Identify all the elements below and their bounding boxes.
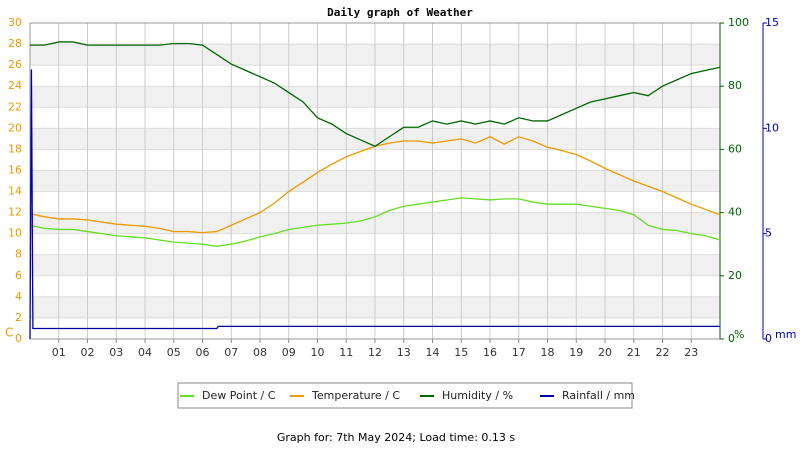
x-tick-label: 20 <box>598 346 612 359</box>
x-tick-label: 19 <box>569 346 583 359</box>
y3-tick-label: 10 <box>765 121 779 134</box>
y-tick-label: 14 <box>8 185 22 198</box>
y2-tick-label: 20 <box>728 269 742 282</box>
x-tick-label: 08 <box>253 346 267 359</box>
x-tick-label: 02 <box>81 346 95 359</box>
x-tick-label: 22 <box>656 346 670 359</box>
y-tick-label: 8 <box>15 248 22 261</box>
y2-axis-label: % <box>734 328 744 341</box>
y-tick-label: 24 <box>8 79 22 92</box>
x-tick-label: 11 <box>339 346 353 359</box>
y-tick-label: 10 <box>8 227 22 240</box>
y2-tick-label: 80 <box>728 79 742 92</box>
series-line <box>30 41 721 147</box>
y-tick-label: 18 <box>8 142 22 155</box>
x-tick-label: 05 <box>167 346 181 359</box>
x-tick-label: 14 <box>426 346 440 359</box>
series-line <box>29 69 720 340</box>
legend-label: Temperature / C <box>311 389 400 402</box>
x-tick-label: 04 <box>138 346 152 359</box>
legend-label: Humidity / % <box>442 389 513 402</box>
y2-tick-label: 0 <box>728 332 735 345</box>
y-tick-label: 2 <box>15 311 22 324</box>
legend-label: Dew Point / C <box>202 389 276 402</box>
x-tick-label: 03 <box>109 346 123 359</box>
y3-tick-label: 15 <box>765 16 779 29</box>
x-tick-label: 17 <box>512 346 526 359</box>
y-tick-label: 28 <box>8 37 22 50</box>
y3-tick-label: 5 <box>765 227 772 240</box>
y-tick-label: 0 <box>15 332 22 345</box>
y2-tick-label: 60 <box>728 142 742 155</box>
legend-label: Rainfall / mm <box>562 389 635 402</box>
x-tick-label: 23 <box>684 346 698 359</box>
legend-box <box>177 382 633 409</box>
x-tick-label: 16 <box>483 346 497 359</box>
y-tick-label: 16 <box>8 163 22 176</box>
y3-tick-label: 0 <box>765 332 772 345</box>
y2-tick-label: 100 <box>728 16 749 29</box>
y-tick-label: 26 <box>8 58 22 71</box>
y-tick-label: 4 <box>15 290 22 303</box>
y-tick-label: 12 <box>8 206 22 219</box>
x-tick-label: 06 <box>196 346 210 359</box>
y-tick-label: 22 <box>8 100 22 113</box>
y-tick-label: 30 <box>8 16 22 29</box>
series-line <box>29 197 721 247</box>
y-axis-label: C <box>5 326 13 340</box>
y-tick-label: 20 <box>8 121 22 134</box>
x-tick-label: 07 <box>224 346 238 359</box>
y3-axis-label: mm <box>775 328 796 341</box>
x-tick-label: 18 <box>541 346 555 359</box>
x-tick-label: 10 <box>311 346 325 359</box>
x-tick-label: 15 <box>454 346 468 359</box>
footer: Graph for: 7th May 2024; Load time: 0.13… <box>277 431 516 444</box>
x-tick-label: 01 <box>52 346 66 359</box>
y2-tick-label: 40 <box>728 206 742 219</box>
y-tick-label: 6 <box>15 269 22 282</box>
x-tick-label: 21 <box>627 346 641 359</box>
x-tick-label: 13 <box>397 346 411 359</box>
x-tick-label: 09 <box>282 346 296 359</box>
chart-title: Daily graph of Weather <box>327 6 473 19</box>
x-tick-label: 12 <box>368 346 382 359</box>
